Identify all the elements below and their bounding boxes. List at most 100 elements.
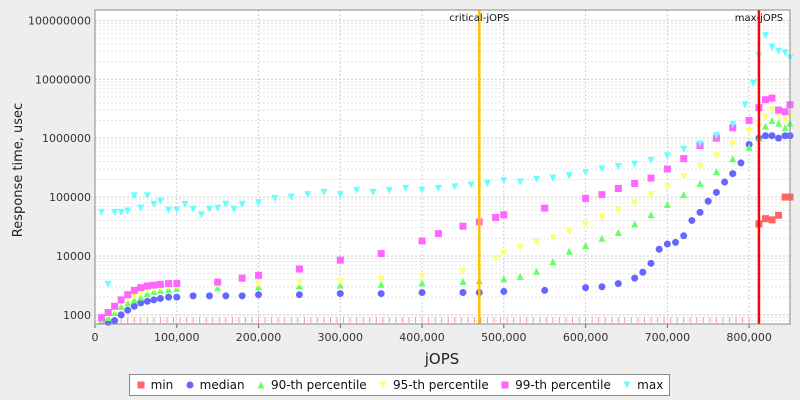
data-point <box>737 159 745 167</box>
data-point <box>295 291 303 299</box>
legend-item: max <box>622 378 663 392</box>
data-point <box>271 194 279 202</box>
baseline-ticks <box>101 317 750 323</box>
data-point <box>189 205 197 213</box>
data-point <box>775 134 783 142</box>
data-point <box>238 274 246 282</box>
data-point <box>761 132 769 140</box>
marker-label: max-jOPS <box>735 13 783 24</box>
data-point <box>768 132 776 140</box>
data-point <box>639 268 647 276</box>
data-point <box>197 211 205 219</box>
data-point <box>598 191 606 199</box>
data-point <box>124 291 132 299</box>
data-point <box>647 211 655 219</box>
data-point <box>173 206 181 214</box>
x-tick-label: 300,000 <box>318 331 364 344</box>
data-point <box>130 292 138 300</box>
data-point <box>492 214 500 222</box>
data-point <box>712 132 720 140</box>
data-point <box>336 277 344 285</box>
data-point <box>768 116 776 124</box>
data-point <box>483 180 491 188</box>
data-point <box>768 43 776 51</box>
data-point <box>663 165 671 173</box>
series-99-th-percentile <box>98 94 794 322</box>
data-point <box>336 290 344 298</box>
data-point <box>492 255 500 263</box>
data-point <box>418 237 426 245</box>
data-point <box>467 181 475 189</box>
data-point <box>663 240 671 248</box>
data-point <box>214 204 222 212</box>
data-point <box>336 191 344 199</box>
data-point <box>418 288 426 296</box>
data-point <box>680 145 688 153</box>
data-point <box>143 297 151 305</box>
data-point <box>130 286 138 294</box>
x-tick-label: 0 <box>92 331 99 344</box>
data-point <box>775 211 783 219</box>
data-point <box>781 193 789 201</box>
data-point <box>729 155 737 163</box>
data-point <box>150 200 158 208</box>
data-point <box>741 101 749 109</box>
data-point <box>353 186 361 194</box>
data-point <box>655 245 663 253</box>
data-point <box>230 205 238 213</box>
data-point <box>255 199 263 207</box>
data-point <box>459 267 467 275</box>
data-point <box>124 306 132 314</box>
grid <box>94 10 790 325</box>
data-point <box>768 94 776 102</box>
data-point <box>205 292 213 300</box>
data-point <box>238 200 246 208</box>
data-point <box>255 280 263 288</box>
data-point <box>320 188 328 196</box>
data-point <box>631 199 639 207</box>
data-point <box>541 204 549 212</box>
data-point <box>117 296 125 304</box>
data-point <box>712 188 720 196</box>
y-tick-label: 10000 <box>56 250 91 263</box>
data-point <box>614 280 622 288</box>
x-axis-title: jOPS <box>424 350 460 368</box>
data-point <box>165 206 173 214</box>
data-point <box>500 275 508 283</box>
data-point <box>598 165 606 173</box>
x-tick-label: 100,000 <box>154 331 200 344</box>
legend-symbol <box>137 381 145 389</box>
data-point <box>377 290 385 298</box>
legend-marker <box>137 381 145 389</box>
data-point <box>663 152 671 160</box>
x-axis: 0 100,000 200,000 300,000 400,000 500,000 600,… <box>92 324 772 344</box>
data-point <box>647 174 655 182</box>
data-point <box>680 232 688 240</box>
data-point <box>459 222 467 230</box>
data-point <box>143 192 151 200</box>
legend-symbol <box>186 381 194 389</box>
legend-marker <box>186 381 194 389</box>
legend-label: median <box>199 378 245 392</box>
data-point <box>680 191 688 199</box>
data-point <box>781 108 789 116</box>
data-point <box>287 193 295 201</box>
y-tick-label: 10000000 <box>35 73 91 86</box>
data-point <box>500 287 508 295</box>
data-point <box>631 220 639 228</box>
data-point <box>582 284 590 292</box>
data-point <box>516 243 524 251</box>
data-point <box>598 283 606 291</box>
data-point <box>745 116 753 124</box>
data-point <box>295 265 303 273</box>
legend-label: min <box>150 378 174 392</box>
plot-frame <box>94 9 791 325</box>
data-point <box>745 143 753 151</box>
data-point <box>761 96 769 104</box>
data-point <box>500 211 508 219</box>
data-point <box>418 279 426 287</box>
data-point <box>549 234 557 242</box>
data-point <box>647 259 655 267</box>
data-point <box>696 140 704 148</box>
data-point <box>222 292 230 300</box>
